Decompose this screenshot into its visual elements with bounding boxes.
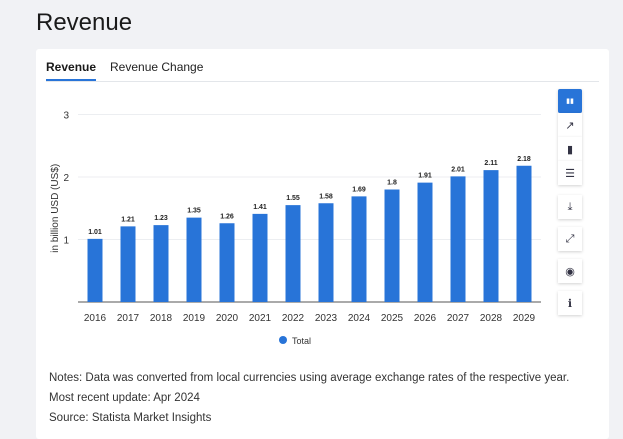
bar <box>516 165 532 302</box>
info-icon: ℹ <box>567 297 573 310</box>
bar <box>153 225 169 302</box>
tab-revenue[interactable]: Revenue <box>46 60 97 81</box>
bar <box>318 203 334 302</box>
bar <box>351 196 367 302</box>
x-tick-label: 2017 <box>117 313 140 324</box>
data-label: 1.01 <box>88 229 102 236</box>
table-icon: ☰ <box>565 167 575 180</box>
line-chart-icon: ↗ <box>565 119 575 132</box>
column-layout-button[interactable]: ▮▮ <box>558 89 582 113</box>
x-tick-label: 2016 <box>84 313 107 324</box>
chart-notes: Notes: Data was converted from local cur… <box>49 368 569 428</box>
x-tick-label: 2020 <box>216 313 239 324</box>
bar <box>483 170 499 302</box>
data-label: 1.23 <box>154 215 168 222</box>
bar <box>417 182 433 302</box>
tab-revenue-change[interactable]: Revenue Change <box>110 60 204 74</box>
x-tick-label: 2029 <box>513 313 536 324</box>
x-tick-label: 2022 <box>282 313 305 324</box>
page-title: Revenue <box>36 9 133 36</box>
bar <box>120 226 136 302</box>
bar <box>219 223 235 302</box>
bar-chart-button[interactable]: ▮ <box>558 137 582 161</box>
data-label: 2.01 <box>451 166 465 173</box>
x-tick-label: 2025 <box>381 313 404 324</box>
bar <box>285 205 301 302</box>
expand-icon: ⤢ <box>565 232 575 245</box>
data-label: 1.21 <box>121 216 135 223</box>
x-tick-label: 2021 <box>249 313 272 324</box>
data-label: 2.18 <box>517 156 531 163</box>
y-axis-label: in billion USD (US$) <box>50 164 61 253</box>
bar <box>384 189 400 302</box>
data-label: 1.91 <box>418 173 432 180</box>
revenue-card: Revenue Revenue Change 1 2 3 in billion USD… <box>36 49 609 439</box>
bar <box>450 176 466 302</box>
x-tick-label: 2019 <box>183 313 206 324</box>
table-button[interactable]: ☰ <box>558 161 582 185</box>
legend-marker <box>279 336 287 344</box>
notes-text: Notes: Data was converted from local cur… <box>49 372 570 384</box>
bar <box>87 238 103 302</box>
eye-button[interactable]: ◉ <box>558 259 582 283</box>
tab-bar: Revenue Revenue Change <box>46 60 599 82</box>
data-label: 1.58 <box>319 193 333 200</box>
data-label: 2.11 <box>484 160 497 167</box>
bar-chart: 1 2 3 in billion USD (US$) 1.01 2016 1.21 2017 1… <box>50 111 541 346</box>
download-icon: ⤓ <box>567 200 573 213</box>
bar <box>186 217 202 302</box>
y-tick-label: 3 <box>63 111 69 122</box>
legend-label: Total <box>292 336 311 346</box>
x-tick-label: 2018 <box>150 313 173 324</box>
chart-toolbar: ▮▮ ↗ ▮ ☰ ⤓ ⤢ ◉ ℹ <box>558 89 582 315</box>
y-tick-label: 1 <box>63 236 69 247</box>
data-label: 1.26 <box>220 213 234 220</box>
data-label: 1.69 <box>352 186 366 193</box>
data-label: 1.41 <box>253 204 267 211</box>
download-button[interactable]: ⤓ <box>558 195 582 219</box>
data-label: 1.55 <box>286 195 300 202</box>
data-label: 1.8 <box>387 180 397 187</box>
expand-button[interactable]: ⤢ <box>558 227 582 251</box>
x-tick-label: 2023 <box>315 313 338 324</box>
bar-chart-icon: ▮ <box>566 143 574 156</box>
update-text: Most recent update: Apr 2024 <box>49 392 200 404</box>
line-chart-button[interactable]: ↗ <box>558 113 582 137</box>
x-tick-label: 2027 <box>447 313 470 324</box>
eye-icon: ◉ <box>565 265 575 278</box>
bar <box>252 213 268 302</box>
x-tick-label: 2026 <box>414 313 437 324</box>
source-text: Source: Statista Market Insights <box>49 412 212 424</box>
info-button[interactable]: ℹ <box>558 291 582 315</box>
data-label: 1.35 <box>187 208 201 215</box>
x-tick-label: 2024 <box>348 313 371 324</box>
column-layout-icon: ▮▮ <box>566 98 574 105</box>
y-tick-label: 2 <box>63 173 69 184</box>
x-tick-label: 2028 <box>480 313 503 324</box>
